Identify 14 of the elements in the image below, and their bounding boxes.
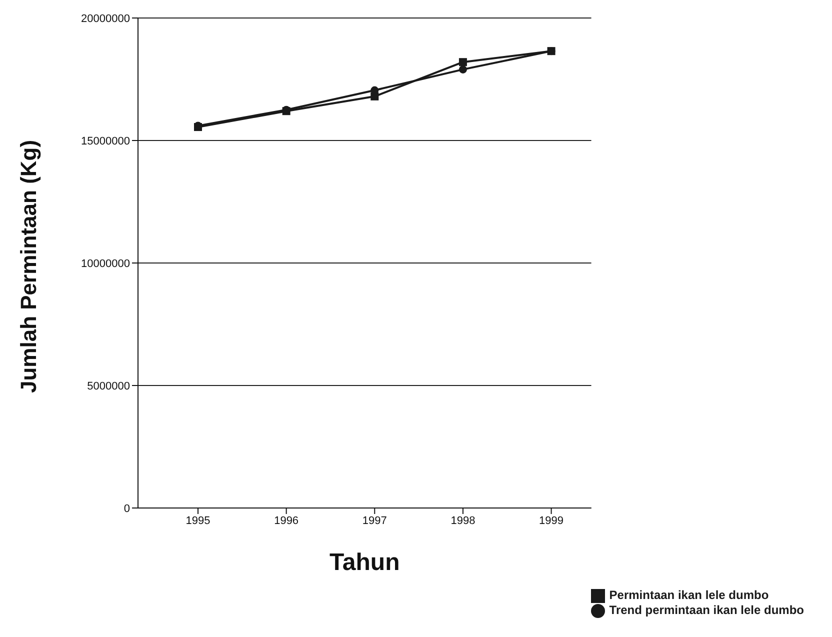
y-tick-label: 10000000 — [81, 258, 130, 270]
x-tick-label: 1999 — [539, 514, 564, 527]
x-tick-label: 1997 — [362, 514, 387, 527]
x-tick-label: 1998 — [450, 514, 476, 527]
x-tick-label: 1995 — [186, 514, 210, 527]
y-axis-title: Jumlah Permintaan (Kg) — [16, 140, 41, 393]
legend-label: Trend permintaan ikan lele dumbo — [609, 603, 804, 618]
y-tick-label: 20000000 — [81, 12, 130, 25]
legend-label: Permintaan ikan lele dumbo — [609, 588, 769, 602]
x-tick-label: 1996 — [274, 514, 299, 527]
y-tick-label: 15000000 — [81, 135, 130, 148]
y-tick-label: 0 — [124, 502, 130, 515]
y-tick-label: 5000000 — [87, 380, 130, 392]
x-axis-title: Tahun — [330, 549, 400, 576]
